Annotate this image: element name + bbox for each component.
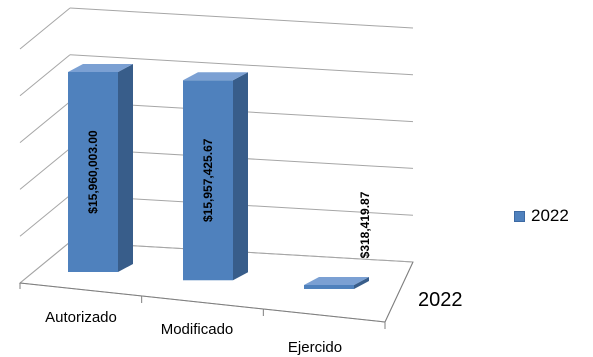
category-label: Autorizado	[45, 309, 117, 326]
depth-axis-label: 2022	[418, 289, 463, 311]
data-labels: $15,960,003.00 $15,957,425.67 $318,419.87	[86, 130, 372, 258]
legend-label: 2022	[531, 206, 569, 225]
data-label: $318,419.87	[358, 191, 372, 258]
data-label: $15,960,003.00	[86, 130, 100, 214]
gridline	[69, 7, 414, 29]
bar-top	[183, 72, 248, 81]
side-gridline	[19, 54, 71, 97]
gridline	[69, 54, 414, 76]
bar-top	[304, 277, 369, 286]
bar-ejercido	[304, 277, 369, 289]
category-label: Modificado	[161, 321, 234, 338]
bar-side	[354, 277, 369, 289]
side-gridline	[19, 194, 71, 237]
bar-modificado	[183, 72, 248, 281]
chart-floor	[18, 241, 414, 329]
legend-swatch	[514, 210, 525, 222]
category-axis	[19, 282, 386, 323]
bar-front	[183, 80, 233, 281]
bar-autorizado	[68, 64, 133, 272]
bar-front	[304, 285, 354, 289]
bar-front	[68, 72, 118, 272]
bar-side	[118, 64, 133, 272]
category-tick-labels: Autorizado Modificado Ejercido	[45, 309, 342, 356]
depth-axis	[384, 261, 414, 323]
side-gridline	[19, 101, 71, 143]
legend: 2022	[514, 206, 569, 226]
side-gridline	[19, 148, 71, 190]
bar-top	[68, 64, 133, 72]
bars	[68, 64, 369, 289]
data-label: $15,957,425.67	[201, 138, 215, 222]
bar-side	[233, 72, 248, 281]
category-label: Ejercido	[288, 339, 342, 356]
side-gridline	[19, 7, 71, 50]
